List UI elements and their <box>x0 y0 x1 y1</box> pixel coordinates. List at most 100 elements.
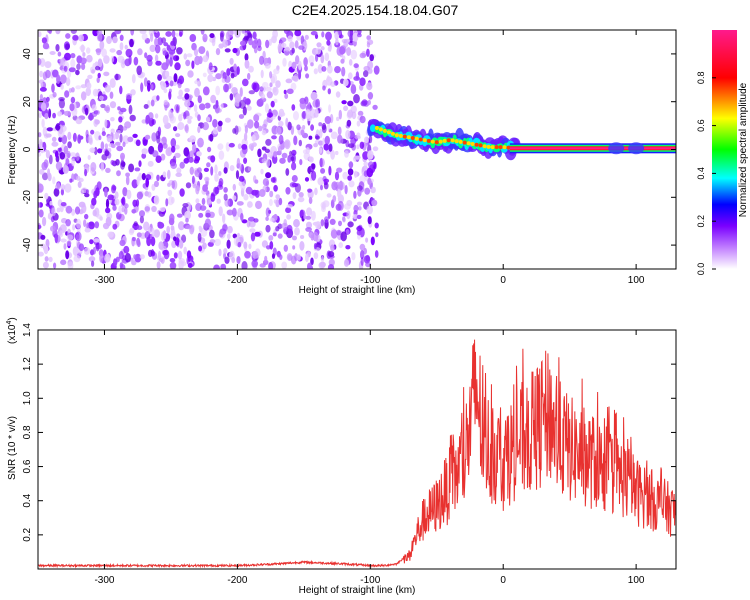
heatmap-cell <box>185 225 192 230</box>
heatmap-cell <box>240 212 244 222</box>
heatmap-cell <box>217 120 223 127</box>
heatmap-cell <box>303 215 307 220</box>
heatmap-cell <box>494 145 499 150</box>
heatmap-cell <box>235 170 240 180</box>
heatmap-cell <box>179 161 185 169</box>
colorbar-tick-label: 0.0 <box>696 263 706 276</box>
heatmap-cell <box>139 254 145 260</box>
heatmap-cell <box>189 135 197 143</box>
bottom-plot-frame <box>37 329 677 570</box>
heatmap-cell <box>189 166 194 175</box>
heatmap-cell <box>52 112 56 119</box>
heatmap-cell <box>302 111 306 119</box>
heatmap-cell <box>106 135 113 143</box>
heatmap-cell <box>278 134 284 145</box>
heatmap-cell <box>438 139 443 144</box>
heatmap-cell <box>112 36 118 44</box>
heatmap-cell <box>281 261 288 269</box>
heatmap-cell <box>53 187 60 197</box>
heatmap-cell <box>147 59 153 67</box>
heatmap-cell <box>466 141 471 146</box>
heatmap-cell <box>367 216 372 225</box>
heatmap-cell <box>356 144 360 150</box>
heatmap-cell <box>210 193 216 202</box>
heatmap-cell <box>234 93 242 104</box>
heatmap-cell <box>279 112 283 118</box>
heatmap-cell <box>51 83 55 93</box>
heatmap-cell <box>209 229 215 239</box>
heatmap-cell <box>112 205 117 211</box>
heatmap-cell <box>70 30 77 34</box>
heatmap-cell <box>269 82 273 88</box>
heatmap-cell <box>176 213 183 218</box>
heatmap-cell <box>191 60 195 69</box>
heatmap-cell <box>163 42 169 47</box>
heatmap-cell <box>368 161 374 169</box>
heatmap-cell <box>156 95 160 101</box>
colorbar-gradient <box>712 30 737 269</box>
heatmap-cell <box>308 135 313 140</box>
heatmap-cell <box>94 119 100 125</box>
heatmap-cell <box>369 54 375 62</box>
heatmap-cell <box>38 31 42 37</box>
heatmap-cell <box>286 214 291 220</box>
heatmap-cell <box>260 69 264 79</box>
heatmap-cell <box>75 69 80 76</box>
heatmap-cell <box>356 229 362 236</box>
heatmap-cell <box>284 46 290 52</box>
heatmap-cell <box>442 138 447 143</box>
heatmap-cell <box>230 72 235 79</box>
heatmap-cell <box>151 250 156 257</box>
heatmap-cell <box>83 219 87 227</box>
heatmap-cell <box>285 187 291 195</box>
heatmap-cell <box>352 32 359 42</box>
heatmap-cell <box>104 119 108 128</box>
heatmap-cell <box>109 101 117 109</box>
heatmap-cell <box>38 112 42 119</box>
heatmap-cell <box>42 172 49 181</box>
heatmap-cell <box>151 119 156 125</box>
heatmap-cell <box>156 261 161 269</box>
heatmap-cell <box>189 150 194 159</box>
bottom-xtick-label: -300 <box>94 575 114 586</box>
heatmap-cell <box>160 81 167 91</box>
heatmap-cell <box>165 198 169 207</box>
heatmap-cell <box>151 205 157 213</box>
heatmap-cell <box>198 46 206 55</box>
heatmap-cell <box>241 144 248 150</box>
heatmap-cell <box>168 217 175 226</box>
heatmap-cell <box>450 138 455 143</box>
heatmap-cell <box>223 193 228 201</box>
heatmap-cell <box>277 145 282 154</box>
heatmap-cell <box>163 99 168 106</box>
heatmap-cell <box>150 84 154 90</box>
heatmap-cell <box>64 52 71 61</box>
heatmap-cell <box>314 187 318 196</box>
heatmap-cell <box>300 129 305 136</box>
heatmap-cell <box>218 206 223 217</box>
colorbar-label: Normalized spectral amplitude <box>738 82 749 217</box>
heatmap-cell <box>216 184 224 190</box>
heatmap-cell <box>251 189 259 196</box>
heatmap-cell <box>320 54 325 64</box>
heatmap-cell <box>242 106 247 116</box>
heatmap-cell <box>122 126 128 131</box>
heatmap-cell <box>367 92 374 100</box>
heatmap-cell <box>238 162 243 171</box>
heatmap-cell <box>87 155 91 160</box>
heatmap-cell <box>124 252 131 263</box>
heatmap-cell <box>88 256 96 262</box>
heatmap-cell <box>315 108 319 117</box>
heatmap-cell <box>145 114 150 124</box>
heatmap-cell <box>330 149 335 160</box>
heatmap-cell <box>119 34 124 41</box>
heatmap-cell <box>265 39 270 49</box>
heatmap-cell <box>326 65 333 74</box>
heatmap-cell <box>40 102 47 112</box>
heatmap-cell <box>192 143 197 153</box>
heatmap-cell <box>291 61 297 69</box>
heatmap-cell <box>382 128 387 133</box>
heatmap-cell <box>232 47 238 54</box>
heatmap-cell <box>86 47 91 54</box>
